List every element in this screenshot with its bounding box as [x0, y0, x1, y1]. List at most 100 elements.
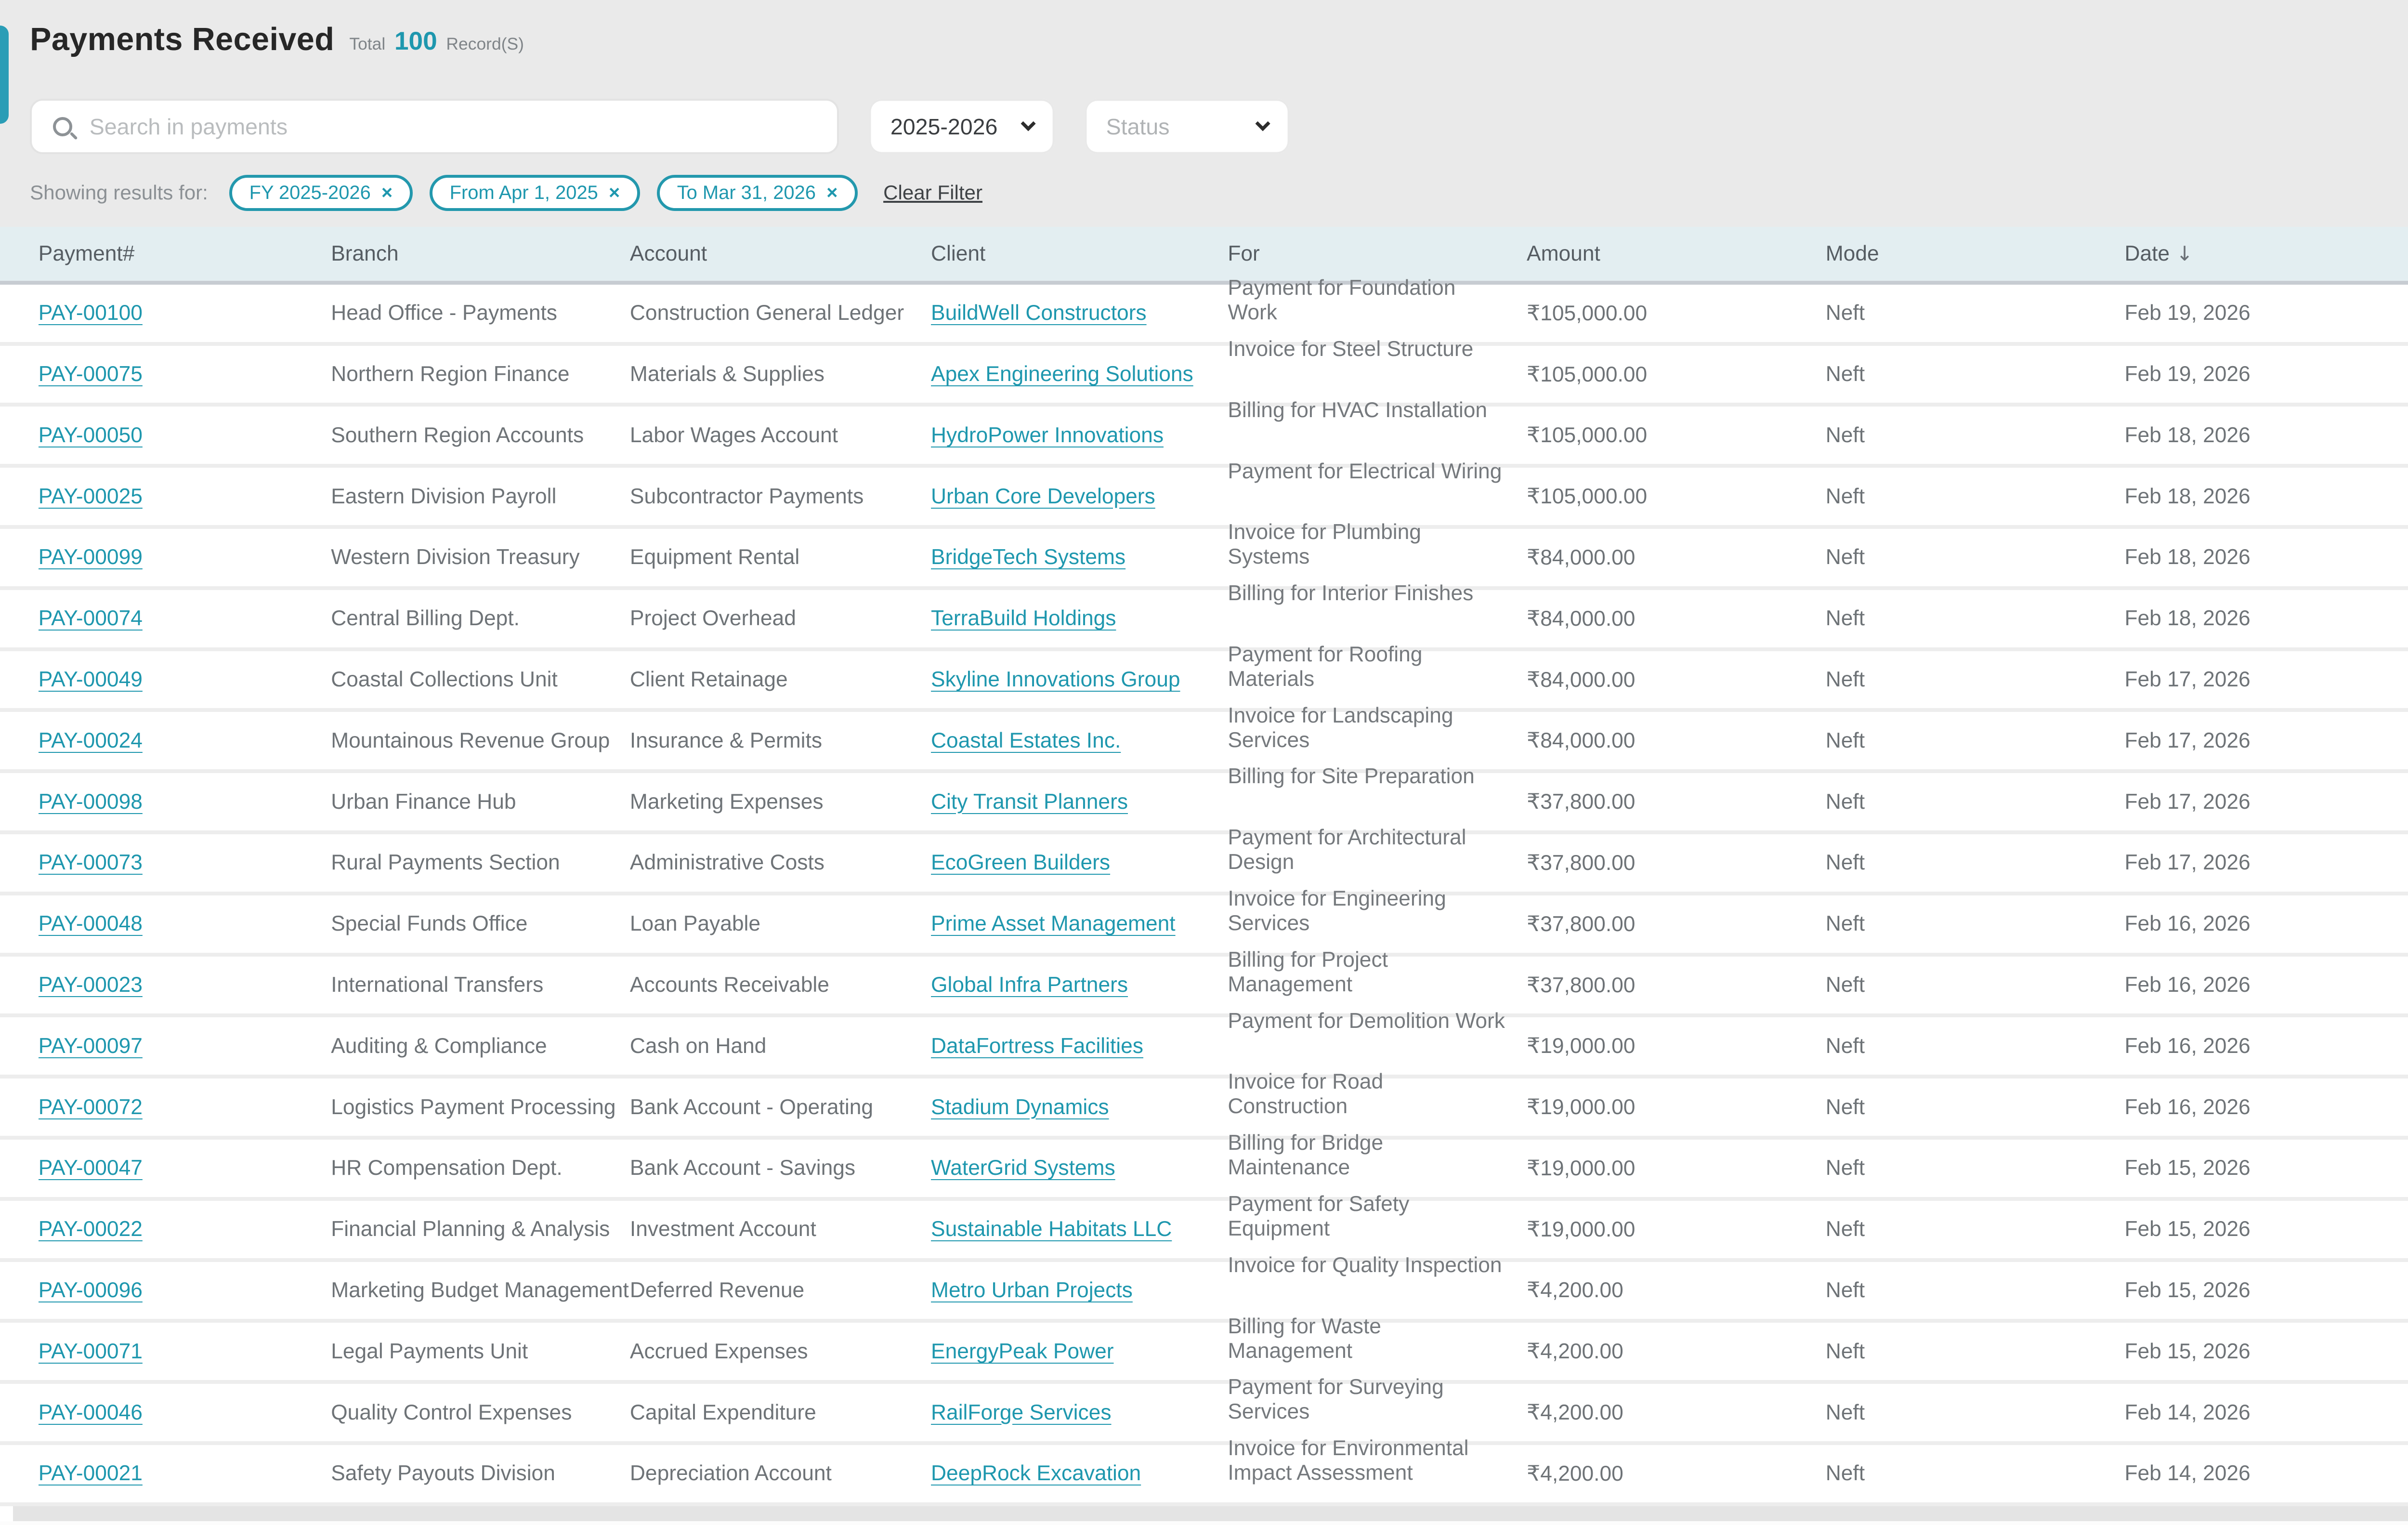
mode-cell: Neft — [1825, 1156, 1865, 1180]
payment-number-link[interactable]: PAY-00023 — [38, 973, 143, 997]
filter-chip-label: To Mar 31, 2026 — [677, 182, 816, 203]
table-row: PAY-00025 Eastern Division Payroll Subcont… — [0, 460, 2408, 529]
client-link[interactable]: Skyline Innovations Group — [931, 668, 1180, 692]
table-row: PAY-00098 Urban Finance Hub Marketing Expe… — [0, 764, 2408, 835]
page-title: Payments Received — [30, 22, 335, 58]
column-header-date[interactable]: Date ↓ — [2124, 241, 2193, 266]
client-link[interactable]: Stadium Dynamics — [931, 1095, 1109, 1119]
payment-number-link[interactable]: PAY-00048 — [38, 912, 143, 936]
client-link[interactable]: EnergyPeak Power — [931, 1339, 1114, 1363]
payment-number-link[interactable]: PAY-00024 — [38, 728, 143, 752]
client-link[interactable]: RailForge Services — [931, 1400, 1112, 1424]
client-link[interactable]: DeepRock Excavation — [931, 1461, 1141, 1486]
date-cell: Feb 18, 2026 — [2124, 606, 2251, 631]
column-header-for[interactable]: For — [1228, 241, 1260, 265]
chip-remove-icon[interactable]: × — [381, 182, 393, 203]
table-header-row: Payment# Branch Account Client For Amount Mode… — [0, 227, 2408, 285]
payment-number-link[interactable]: PAY-00047 — [38, 1156, 143, 1180]
date-cell: Feb 16, 2026 — [2124, 1095, 2251, 1119]
filter-chip[interactable]: From Apr 1, 2025 × — [430, 174, 640, 211]
table-row: PAY-00071 Legal Payments Unit Accrued Expe… — [0, 1315, 2408, 1384]
payment-number-link[interactable]: PAY-00097 — [38, 1034, 143, 1058]
client-link[interactable]: Sustainable Habitats LLC — [931, 1217, 1172, 1241]
client-link[interactable]: WaterGrid Systems — [931, 1156, 1115, 1180]
payment-number-link[interactable]: PAY-00074 — [38, 606, 143, 631]
client-link[interactable]: BuildWell Constructors — [931, 301, 1147, 325]
payment-number-link[interactable]: PAY-00073 — [38, 851, 143, 875]
account-cell: Marketing Expenses — [629, 789, 824, 814]
account-cell: Insurance & Permits — [629, 728, 823, 752]
chip-remove-icon[interactable]: × — [608, 182, 620, 203]
account-cell: Subcontractor Payments — [629, 484, 864, 508]
client-link[interactable]: Urban Core Developers — [931, 484, 1155, 508]
mode-cell: Neft — [1825, 1034, 1865, 1058]
amount-cell: ₹19,000.00 — [1527, 1156, 1636, 1180]
client-link[interactable]: Apex Engineering Solutions — [931, 362, 1193, 386]
client-link[interactable]: Prime Asset Management — [931, 912, 1176, 936]
branch-cell: Western Division Treasury — [331, 545, 580, 569]
payment-number-link[interactable]: PAY-00071 — [38, 1339, 143, 1363]
status-dropdown[interactable]: Status — [1085, 99, 1290, 155]
search-icon — [53, 117, 73, 136]
branch-cell: Northern Region Finance — [331, 362, 570, 386]
amount-cell: ₹84,000.00 — [1527, 729, 1636, 753]
column-header-client[interactable]: Client — [931, 241, 986, 265]
column-header-amount[interactable]: Amount — [1527, 241, 1600, 265]
for-cell: Billing for Interior Finishes — [1228, 581, 1474, 605]
payment-number-link[interactable]: PAY-00021 — [38, 1461, 143, 1486]
column-header-payment-[interactable]: Payment# — [38, 241, 135, 265]
client-link[interactable]: DataFortress Facilities — [931, 1034, 1143, 1058]
client-link[interactable]: Coastal Estates Inc. — [931, 728, 1121, 752]
for-cell: Payment for Surveying Services — [1228, 1375, 1444, 1424]
table-row: PAY-00096 Marketing Budget Management Defe… — [0, 1253, 2408, 1323]
for-cell: Invoice for Road Construction — [1228, 1070, 1384, 1118]
clear-filter-link[interactable]: Clear Filter — [883, 181, 982, 204]
top-bar: Payments Received Total 100 Record(S) ⚙ … — [0, 0, 2408, 78]
column-header-branch[interactable]: Branch — [331, 241, 399, 265]
filter-chip[interactable]: To Mar 31, 2026 × — [657, 174, 858, 211]
sort-descending-icon: ↓ — [2176, 242, 2193, 266]
payment-number-link[interactable]: PAY-00049 — [38, 668, 143, 692]
date-cell: Feb 18, 2026 — [2124, 484, 2251, 508]
date-cell: Feb 17, 2026 — [2124, 789, 2251, 814]
for-cell: Payment for Foundation Work — [1228, 276, 1456, 325]
account-cell: Cash on Hand — [629, 1034, 767, 1058]
column-header-mode[interactable]: Mode — [1825, 241, 1879, 265]
mode-cell: Neft — [1825, 668, 1865, 692]
payment-number-link[interactable]: PAY-00098 — [38, 789, 143, 814]
mode-cell: Neft — [1825, 1278, 1865, 1302]
payment-number-link[interactable]: PAY-00025 — [38, 484, 143, 508]
payment-number-link[interactable]: PAY-00075 — [38, 362, 143, 386]
chip-remove-icon[interactable]: × — [826, 182, 838, 203]
amount-cell: ₹84,000.00 — [1527, 545, 1636, 569]
client-link[interactable]: BridgeTech Systems — [931, 545, 1126, 569]
table-row: PAY-00024 Mountainous Revenue Group Insura… — [0, 704, 2408, 774]
payment-number-link[interactable]: PAY-00022 — [38, 1217, 143, 1241]
client-link[interactable]: City Transit Planners — [931, 789, 1128, 814]
filter-chip[interactable]: FY 2025-2026 × — [229, 174, 413, 211]
payment-number-link[interactable]: PAY-00096 — [38, 1278, 143, 1302]
mode-cell: Neft — [1825, 545, 1865, 569]
amount-cell: ₹105,000.00 — [1527, 362, 1648, 386]
payment-number-link[interactable]: PAY-00046 — [38, 1400, 143, 1424]
mode-cell: Neft — [1825, 973, 1865, 997]
payment-number-link[interactable]: PAY-00100 — [38, 301, 143, 325]
client-link[interactable]: EcoGreen Builders — [931, 851, 1111, 875]
column-header-account[interactable]: Account — [629, 241, 707, 265]
client-link[interactable]: HydroPower Innovations — [931, 423, 1164, 447]
account-cell: Project Overhead — [629, 606, 796, 631]
horizontal-scrollbar[interactable] — [13, 1506, 2408, 1521]
amount-cell: ₹84,000.00 — [1527, 606, 1636, 631]
fiscal-year-dropdown[interactable]: 2025-2026 — [869, 99, 1055, 155]
client-link[interactable]: Global Infra Partners — [931, 973, 1128, 997]
search-input[interactable] — [89, 113, 816, 140]
client-link[interactable]: Metro Urban Projects — [931, 1278, 1133, 1302]
branch-cell: Special Funds Office — [331, 912, 528, 936]
branch-cell: Auditing & Compliance — [331, 1034, 547, 1058]
account-cell: Labor Wages Account — [629, 423, 838, 447]
payment-number-link[interactable]: PAY-00050 — [38, 423, 143, 447]
client-link[interactable]: TerraBuild Holdings — [931, 606, 1116, 631]
payment-number-link[interactable]: PAY-00072 — [38, 1095, 143, 1119]
payment-number-link[interactable]: PAY-00099 — [38, 545, 143, 569]
account-cell: Capital Expenditure — [629, 1400, 816, 1424]
